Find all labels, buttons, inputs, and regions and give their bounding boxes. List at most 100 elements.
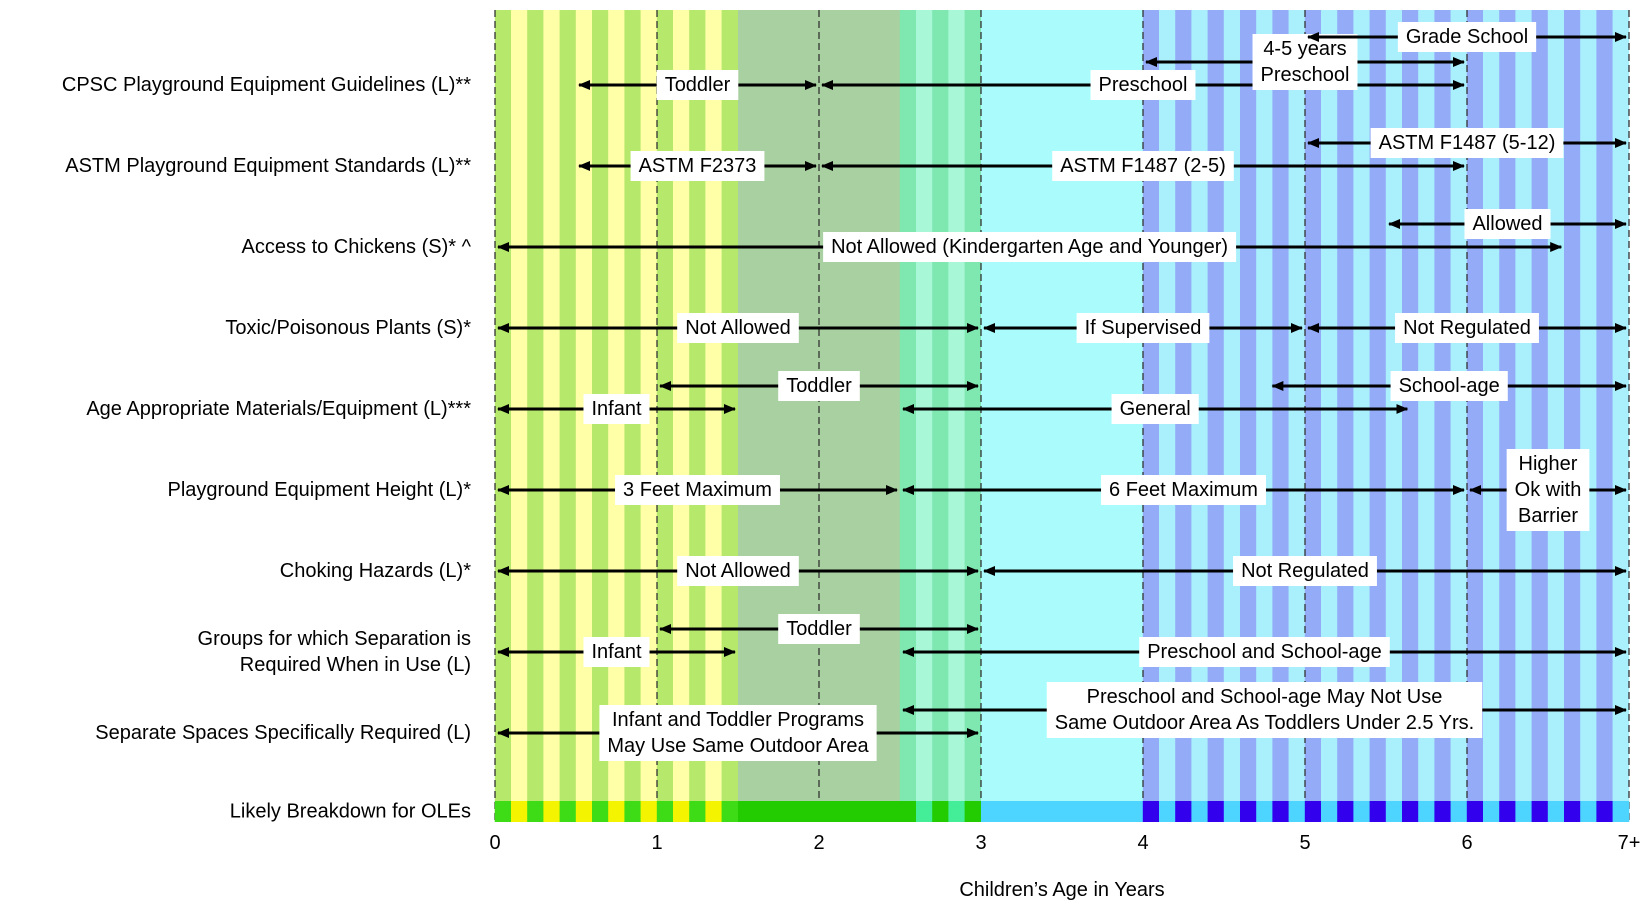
zone-4-stripe: [1353, 10, 1370, 822]
breakdown-segment-2-stripe: [964, 801, 982, 822]
range-label-box: [1252, 34, 1358, 90]
breakdown-segment-4-stripe: [1612, 801, 1630, 822]
range-label-box: [1076, 313, 1210, 343]
range-label: 3 Feet Maximum: [623, 479, 772, 501]
range-label-box: [1464, 209, 1551, 239]
range-label: ASTM F2373: [639, 155, 757, 177]
row-label-line: Groups for which Separation is: [198, 628, 471, 650]
breakdown-segment-4-stripe: [1175, 801, 1192, 822]
range-label: 4-5 years Preschool: [1261, 38, 1350, 86]
zone-4-stripe: [1369, 10, 1387, 822]
row-label: Playground Equipment Height (L)*: [167, 479, 471, 501]
zone-4-stripe: [1321, 10, 1338, 822]
breakdown-segment-0-stripe: [624, 801, 641, 822]
range-2-1: Allowed: [1388, 209, 1627, 239]
range-label-line: ASTM F2373: [639, 155, 757, 177]
range-label: Not Regulated: [1241, 560, 1369, 582]
zone-4-stripe: [1418, 10, 1435, 822]
breakdown-segment-0-stripe: [705, 801, 722, 822]
breakdown-segment-4-stripe: [1223, 801, 1241, 822]
breakdown-segment-4-stripe: [1434, 801, 1451, 822]
row-label-line: Choking Hazards (L)*: [280, 560, 471, 582]
breakdown-segment-2-stripe: [899, 801, 917, 822]
range-label: Toddler: [665, 74, 731, 96]
range-label-line: Grade School: [1406, 26, 1528, 48]
x-tick-label: 3: [975, 832, 986, 854]
zone-4-stripe: [1304, 10, 1322, 822]
breakdown-segment-4-stripe: [1531, 801, 1549, 822]
range-label-box: [615, 475, 780, 505]
breakdown-segment-0-stripe: [494, 801, 512, 822]
range-label-box: [599, 705, 877, 761]
breakdown-segment-4-stripe: [1466, 801, 1484, 822]
range-3-1: If Supervised: [983, 313, 1303, 343]
range-label: Preschool and School-age May Not Use Same…: [1055, 686, 1475, 734]
x-tick-label: 1: [651, 832, 662, 854]
range-label-line: Higher: [1519, 453, 1578, 475]
breakdown-segment-0-stripe: [656, 801, 674, 822]
range-label-box: [1090, 70, 1196, 100]
range-label-line: ASTM F1487 (5-12): [1379, 132, 1556, 154]
zone-0-stripe: [511, 10, 528, 822]
range-4-0: Infant: [497, 394, 736, 424]
zone-4-stripe: [1272, 10, 1289, 822]
range-6-1: Not Regulated: [983, 556, 1627, 586]
row-label: Choking Hazards (L)*: [280, 560, 471, 582]
range-8-1: Preschool and School-age May Not Use Same…: [902, 682, 1627, 738]
row-label: Access to Chickens (S)* ^: [242, 236, 472, 258]
breakdown-segment-4-stripe: [1240, 801, 1257, 822]
range-2-0: Not Allowed (Kindergarten Age and Younge…: [497, 232, 1563, 262]
x-axis: 0 1 2 3 4 5 6 7+ Children’s Age in Years: [489, 832, 1640, 901]
zone-2-stripe: [948, 10, 965, 822]
range-label-line: Preschool and School-age: [1147, 641, 1382, 663]
x-tick-label: 7+: [1618, 832, 1641, 854]
breakdown-segment-0-stripe: [673, 801, 690, 822]
range-label-line: Infant: [591, 641, 641, 663]
x-axis-title: Children’s Age in Years: [959, 879, 1164, 901]
range-3-0: Not Allowed: [497, 313, 979, 343]
range-label: Not Regulated: [1403, 317, 1531, 339]
range-label-line: Preschool: [1261, 64, 1350, 86]
zone-4-stripe: [1450, 10, 1468, 822]
zone-4-stripe: [1564, 10, 1581, 822]
range-label: General: [1120, 398, 1191, 420]
range-label-line: Preschool and School-age May Not Use: [1087, 686, 1443, 708]
range-label-box: [583, 637, 650, 667]
breakdown-segment-4-stripe: [1369, 801, 1387, 822]
x-tick-label: 2: [813, 832, 824, 854]
range-4-1: Toddler: [659, 371, 979, 401]
range-0-0: Toddler: [578, 70, 817, 100]
zone-4-stripe: [1402, 10, 1419, 822]
range-label: Preschool and School-age: [1147, 641, 1382, 663]
range-label-box: [1395, 313, 1539, 343]
range-label: ASTM F1487 (2-5): [1060, 155, 1226, 177]
zone-4-stripe: [1288, 10, 1306, 822]
range-label: Infant and Toddler Programs May Use Same …: [607, 709, 869, 757]
x-tick-label: 5: [1299, 832, 1310, 854]
range-label: ASTM F1487 (5-12): [1379, 132, 1556, 154]
range-label-line: Allowed: [1472, 213, 1542, 235]
range-label: School-age: [1399, 375, 1500, 397]
range-1-1: ASTM F1487 (2-5): [821, 151, 1465, 181]
zone-4-stripe: [1434, 10, 1451, 822]
range-label-box: [778, 614, 860, 644]
breakdown-segment-4-stripe: [1385, 801, 1403, 822]
breakdown-segment-4-stripe: [1191, 801, 1208, 822]
range-0-2: 4-5 years Preschool: [1145, 34, 1465, 90]
x-tick-label: 0: [489, 832, 500, 854]
range-7-2: Preschool and School-age: [902, 637, 1627, 667]
range-7-1: Toddler: [659, 614, 979, 644]
zone-4-stripe: [1596, 10, 1613, 822]
range-label-box: [1139, 637, 1390, 667]
range-label: Infant: [591, 398, 641, 420]
range-label-line: Ok with: [1515, 479, 1582, 501]
range-label-box: [1233, 556, 1377, 586]
row-label: Toxic/Poisonous Plants (S)*: [225, 317, 471, 339]
range-label-line: Not Allowed: [685, 560, 791, 582]
zone-4-stripe: [1612, 10, 1630, 822]
zone-4-stripe: [1207, 10, 1225, 822]
breakdown-segment-4-stripe: [1499, 801, 1516, 822]
row-label-line: Access to Chickens (S)* ^: [242, 236, 472, 258]
zone-2-stripe: [932, 10, 949, 822]
